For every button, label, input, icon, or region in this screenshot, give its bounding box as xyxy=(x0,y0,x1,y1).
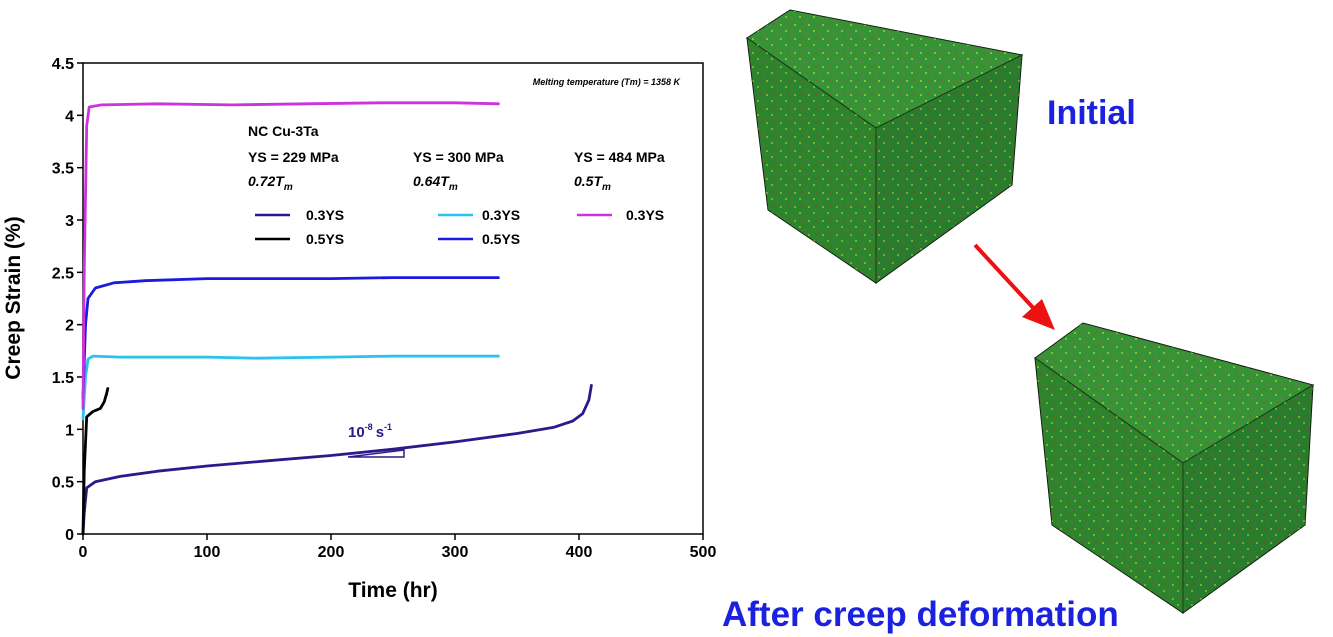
x-axis-title: Time (hr) xyxy=(348,579,437,602)
legend-group-3-ys: YS = 484 MPa xyxy=(574,149,665,165)
legend-entry-1: 0.3YS xyxy=(255,207,344,223)
x-tick-label: 200 xyxy=(318,544,345,561)
y-tick-label: 2.5 xyxy=(52,265,74,282)
cube-after-creep xyxy=(1034,322,1315,614)
cube-initial xyxy=(746,9,1024,284)
plot-frame xyxy=(82,62,704,535)
y-tick-label: 1.5 xyxy=(52,370,74,387)
x-tick-label: 100 xyxy=(194,544,221,561)
legend-label-5: 0.3YS xyxy=(626,207,664,223)
initial-label: Initial xyxy=(1047,94,1136,132)
x-tick-label: 300 xyxy=(442,544,469,561)
series-line-1 xyxy=(81,384,593,536)
x-tick-label: 0 xyxy=(79,544,88,561)
y-tick-label: 2 xyxy=(65,318,74,335)
y-tick-label: 3.5 xyxy=(52,161,74,178)
legend-group-3-temp: 0.5Tm xyxy=(574,173,611,193)
legend-group-2-temp: 0.64Tm xyxy=(413,173,458,193)
legend-title: NC Cu-3Ta xyxy=(248,123,319,139)
legend-label-3: 0.3YS xyxy=(482,207,520,223)
x-tick-label: 400 xyxy=(566,544,593,561)
arrow-icon xyxy=(973,243,1055,330)
legend-entry-4: 0.5YS xyxy=(438,231,520,247)
y-tick-label: 0.5 xyxy=(52,475,74,492)
y-axis-title: Creep Strain (%) xyxy=(2,216,25,379)
y-tick-label: 1 xyxy=(65,422,74,439)
series-line-5 xyxy=(81,101,500,410)
legend-entry-3: 0.3YS xyxy=(438,207,520,223)
legend-entry-5: 0.3YS xyxy=(577,207,664,223)
legend-label-2: 0.5YS xyxy=(306,231,344,247)
strain-rate-label: 10-8 s-1 xyxy=(348,422,392,441)
melting-temperature-note: Melting temperature (Tm) = 1358 K xyxy=(533,77,682,87)
legend-label-1: 0.3YS xyxy=(306,207,344,223)
legend-group-1-temp: 0.72Tm xyxy=(248,173,293,193)
legend-group-1-ys: YS = 229 MPa xyxy=(248,149,339,165)
legend-entry-2: 0.5YS xyxy=(255,231,344,247)
series-line-3 xyxy=(81,354,500,421)
series-line-2 xyxy=(81,387,110,536)
y-tick-label: 0 xyxy=(65,527,74,544)
after-creep-label: After creep deformation xyxy=(722,595,1119,634)
y-tick-label: 4.5 xyxy=(52,56,74,73)
legend-group-2-ys: YS = 300 MPa xyxy=(413,149,504,165)
series-line-4 xyxy=(81,276,500,400)
y-tick-label: 3 xyxy=(65,213,74,230)
legend-label-4: 0.5YS xyxy=(482,231,520,247)
y-tick-label: 4 xyxy=(65,108,74,125)
x-tick-label: 500 xyxy=(690,544,717,561)
slope-triangle xyxy=(347,449,405,458)
